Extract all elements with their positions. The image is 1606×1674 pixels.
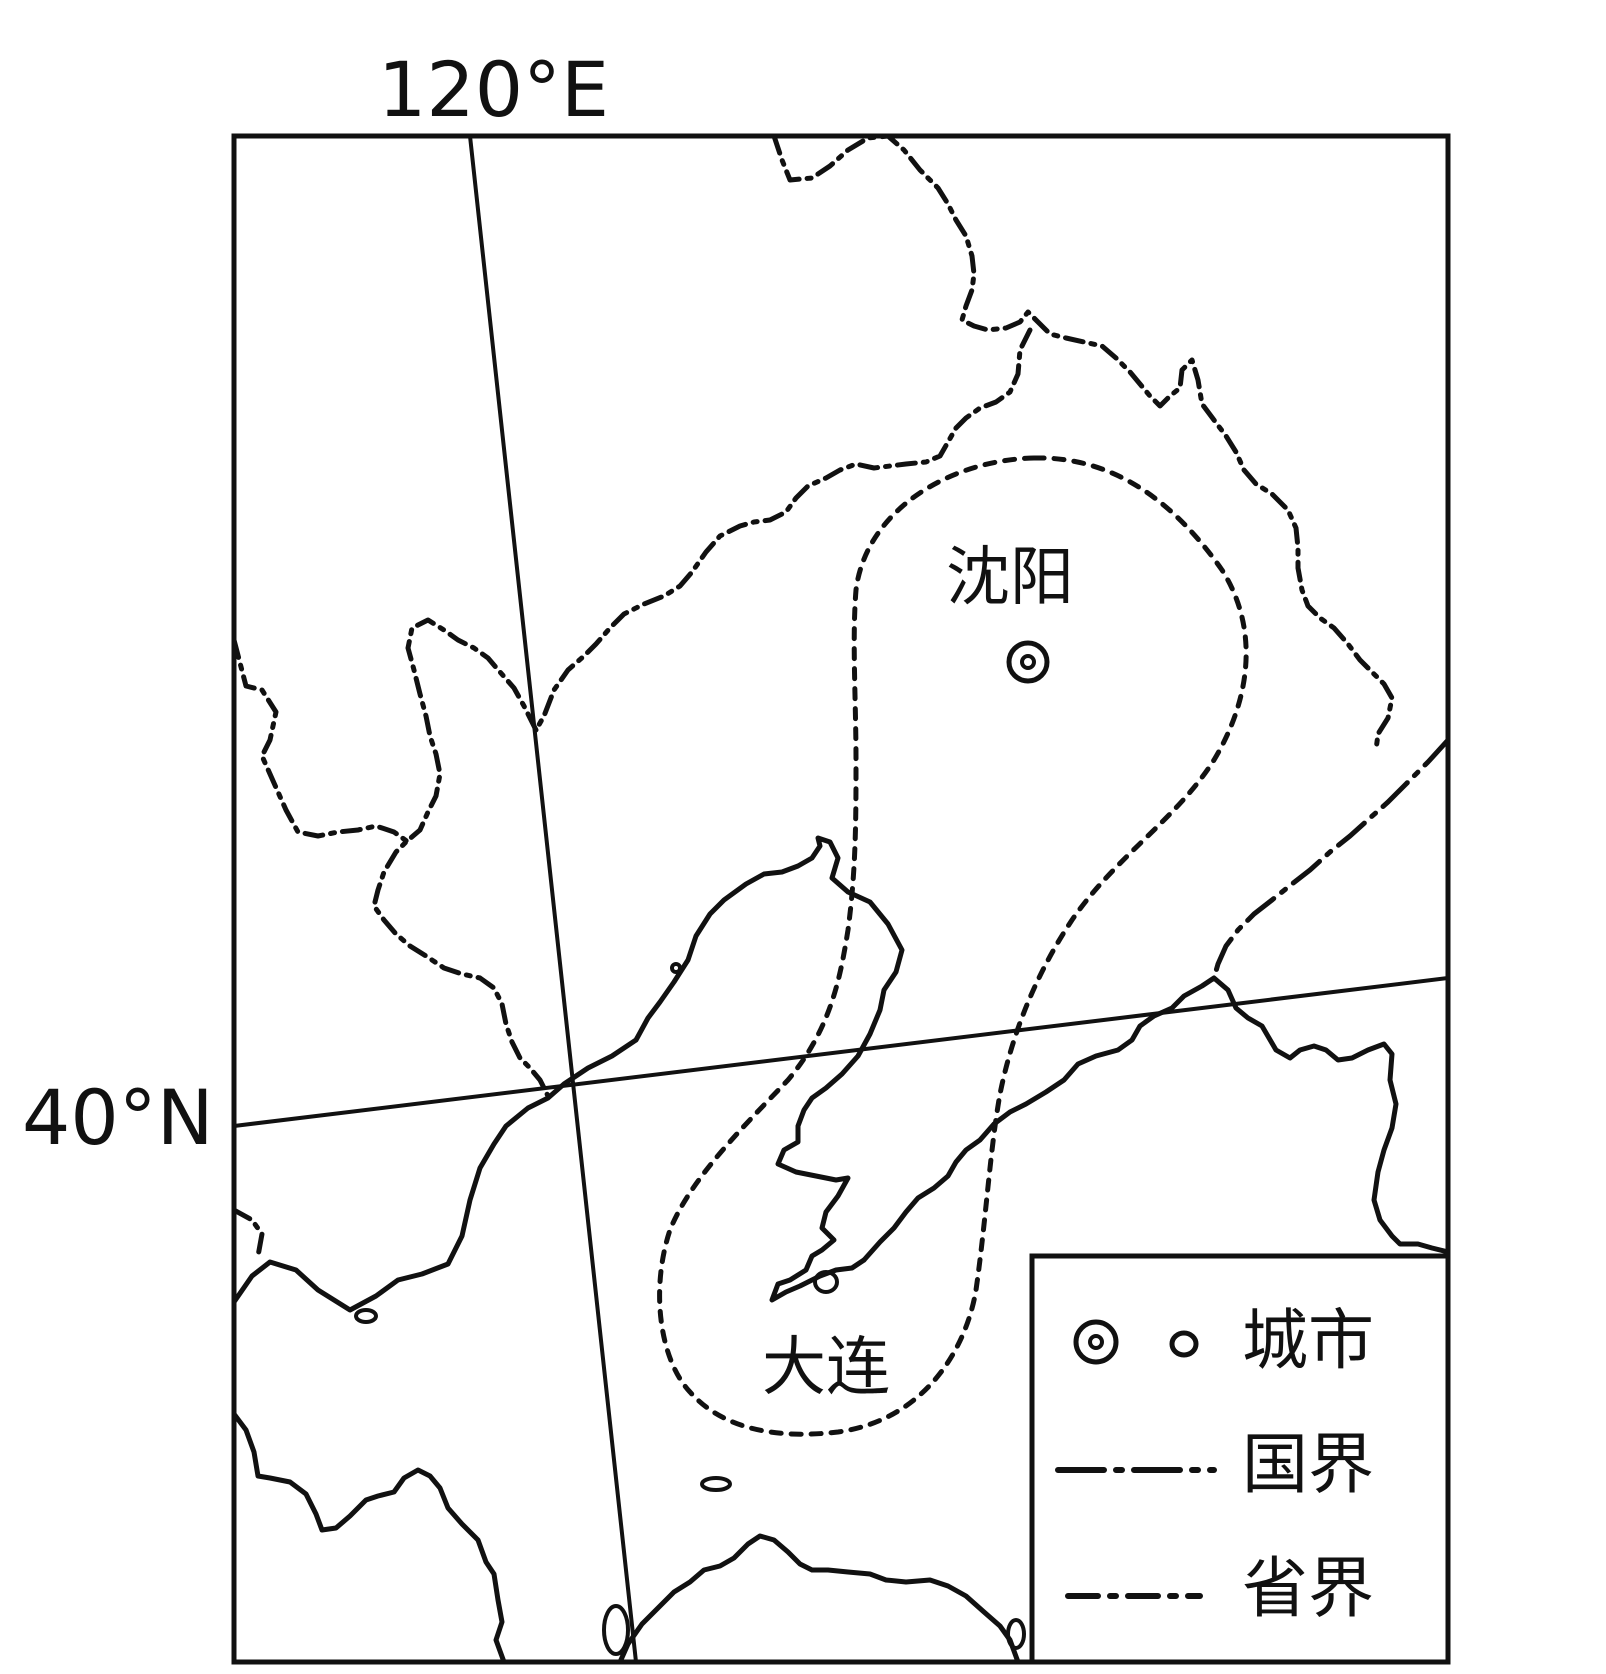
island: [354, 1308, 378, 1324]
provincial-border-west: [371, 617, 551, 1099]
shenyang-label: 沈阳: [946, 541, 1074, 615]
latitude-label: 40°N: [22, 1073, 214, 1162]
coastline-liaodong-bay: [234, 835, 905, 1313]
provincial-border-south: [234, 1207, 265, 1259]
longitude-label: 120°E: [378, 45, 610, 134]
dalian-label: 大连: [762, 1331, 890, 1405]
shenyang-city-marker[interactable]: [1006, 640, 1050, 684]
meridian-120e: [468, 136, 638, 1662]
parallel-40n: [234, 976, 1448, 1128]
legend-provincial-border-label: 省界: [1242, 1550, 1374, 1627]
provincial-border-north: [771, 136, 1395, 753]
national-border: [1211, 737, 1448, 981]
island: [1006, 1618, 1026, 1650]
coastline-korea-bay: [861, 975, 1448, 1263]
legend-city-major-icon: [1073, 1319, 1119, 1365]
coastline-shandong-north: [617, 1533, 1021, 1662]
island: [700, 1476, 732, 1492]
provincial-border-far-west: [234, 637, 411, 845]
coastline-shandong: [234, 1411, 507, 1662]
island: [670, 962, 682, 974]
island: [602, 1604, 630, 1656]
legend-national-border-label: 国界: [1242, 1426, 1374, 1503]
legend-box: [1029, 1253, 1451, 1665]
map-frame: [231, 133, 1451, 1665]
provincial-border-jilin-inner: [533, 327, 1033, 733]
legend-city-minor-icon: [1169, 1330, 1199, 1358]
legend-city-label: 城市: [1242, 1302, 1374, 1379]
dalian-city-marker[interactable]: [813, 1270, 839, 1294]
urban-agglomeration-outline: [657, 455, 1249, 1437]
